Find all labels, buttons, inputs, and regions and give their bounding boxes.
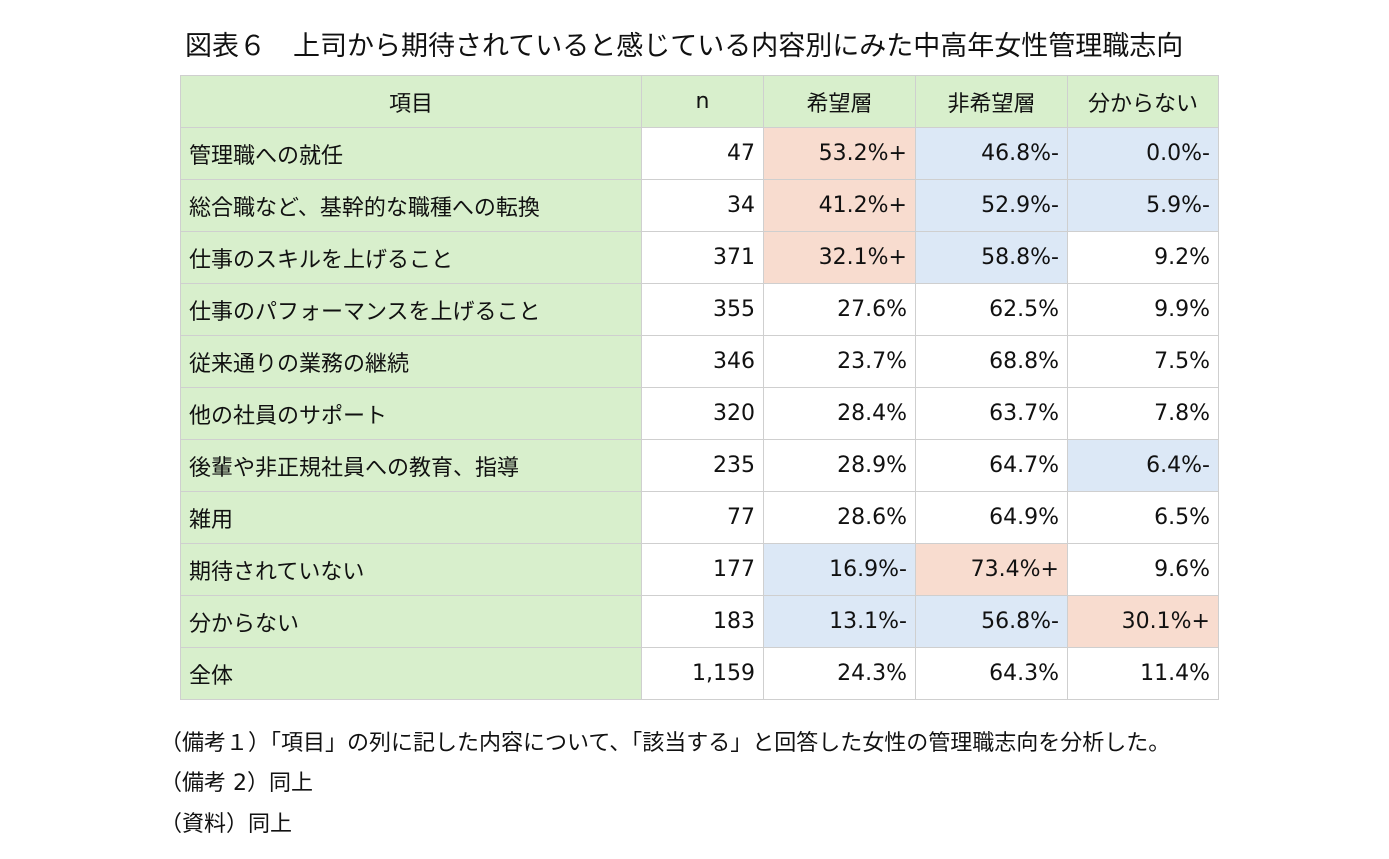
cell: 23.7% <box>763 335 916 388</box>
cell: 62.5% <box>915 283 1068 336</box>
cell: 64.3% <box>915 647 1068 700</box>
row-label: 総合職など、基幹的な職種への転換 <box>180 179 642 232</box>
cell: 11.4% <box>1067 647 1219 700</box>
row-label: 期待されていない <box>180 543 642 596</box>
table-row: 従来通りの業務の継続 346 23.7% 68.8% 7.5% <box>180 335 1219 388</box>
cell: 58.8%- <box>915 231 1068 284</box>
cell: 6.4%- <box>1067 439 1219 492</box>
cell: 24.3% <box>763 647 916 700</box>
note: （備考１）「項目」の列に記した内容について、「該当する」と回答した女性の管理職志… <box>160 731 1171 756</box>
note: （資料）同上 <box>160 812 293 837</box>
cell: 53.2%+ <box>763 127 916 180</box>
cell: 64.9% <box>915 491 1068 544</box>
cell: 0.0%- <box>1067 127 1219 180</box>
cell: 73.4%+ <box>915 543 1068 596</box>
header-cell: 非希望層 <box>915 75 1068 128</box>
header-row: 項目 n 希望層 非希望層 分からない <box>180 75 1219 128</box>
cell: 371 <box>641 231 764 284</box>
cell: 46.8%- <box>915 127 1068 180</box>
header-cell: 項目 <box>180 75 642 128</box>
row-label: 仕事のパフォーマンスを上げること <box>180 283 642 336</box>
cell: 32.1%+ <box>763 231 916 284</box>
cell: 16.9%- <box>763 543 916 596</box>
cell: 47 <box>641 127 764 180</box>
table-row: 仕事のスキルを上げること 371 32.1%+ 58.8%- 9.2% <box>180 231 1219 284</box>
table: 項目 n 希望層 非希望層 分からない 管理職への就任 47 53.2%+ 46.8%- 0.0%… <box>180 75 1219 700</box>
cell: 7.8% <box>1067 387 1219 440</box>
cell: 68.8% <box>915 335 1068 388</box>
header-cell: n <box>641 75 764 128</box>
row-label: 全体 <box>180 647 642 700</box>
cell: 63.7% <box>915 387 1068 440</box>
header-cell: 希望層 <box>763 75 916 128</box>
table-row: 総合職など、基幹的な職種への転換 34 41.2%+ 52.9%- 5.9%- <box>180 179 1219 232</box>
table-row: 雑用 77 28.6% 64.9% 6.5% <box>180 491 1219 544</box>
row-label: 分からない <box>180 595 642 648</box>
cell: 1,159 <box>641 647 764 700</box>
header-cell: 分からない <box>1067 75 1219 128</box>
cell: 34 <box>641 179 764 232</box>
row-label: 雑用 <box>180 491 642 544</box>
cell: 56.8%- <box>915 595 1068 648</box>
cell: 9.6% <box>1067 543 1219 596</box>
cell: 28.9% <box>763 439 916 492</box>
note: （備考 2）同上 <box>160 771 313 796</box>
cell: 235 <box>641 439 764 492</box>
cell: 28.4% <box>763 387 916 440</box>
table-row: 後輩や非正規社員への教育、指導 235 28.9% 64.7% 6.4%- <box>180 439 1219 492</box>
cell: 320 <box>641 387 764 440</box>
row-label: 管理職への就任 <box>180 127 642 180</box>
table-row: 分からない 183 13.1%- 56.8%- 30.1%+ <box>180 595 1219 648</box>
table-row: 仕事のパフォーマンスを上げること 355 27.6% 62.5% 9.9% <box>180 283 1219 336</box>
cell: 13.1%- <box>763 595 916 648</box>
cell: 77 <box>641 491 764 544</box>
row-label: 他の社員のサポート <box>180 387 642 440</box>
row-label: 仕事のスキルを上げること <box>180 231 642 284</box>
cell: 7.5% <box>1067 335 1219 388</box>
cell: 52.9%- <box>915 179 1068 232</box>
cell: 9.9% <box>1067 283 1219 336</box>
cell: 355 <box>641 283 764 336</box>
cell: 177 <box>641 543 764 596</box>
row-label: 後輩や非正規社員への教育、指導 <box>180 439 642 492</box>
cell: 183 <box>641 595 764 648</box>
table-row: 期待されていない 177 16.9%- 73.4%+ 9.6% <box>180 543 1219 596</box>
table-row: 全体 1,159 24.3% 64.3% 11.4% <box>180 647 1219 700</box>
cell: 27.6% <box>763 283 916 336</box>
row-label: 従来通りの業務の継続 <box>180 335 642 388</box>
cell: 6.5% <box>1067 491 1219 544</box>
cell: 30.1%+ <box>1067 595 1219 648</box>
cell: 64.7% <box>915 439 1068 492</box>
cell: 28.6% <box>763 491 916 544</box>
title: 図表６ 上司から期待されていると感じている内容別にみた中高年女性管理職志向 <box>185 31 1184 62</box>
cell: 5.9%- <box>1067 179 1219 232</box>
table-row: 管理職への就任 47 53.2%+ 46.8%- 0.0%- <box>180 127 1219 180</box>
cell: 41.2%+ <box>763 179 916 232</box>
table-row: 他の社員のサポート 320 28.4% 63.7% 7.8% <box>180 387 1219 440</box>
cell: 346 <box>641 335 764 388</box>
cell: 9.2% <box>1067 231 1219 284</box>
